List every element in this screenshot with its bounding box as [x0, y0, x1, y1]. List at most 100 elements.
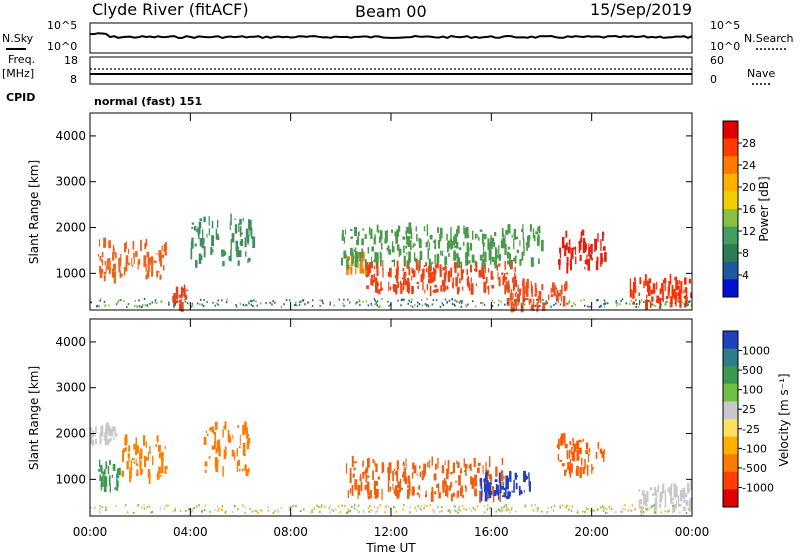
ground-scatter-point: [348, 509, 351, 512]
nsearch-tick-bottom: 10^0: [710, 40, 740, 53]
scatter-streak: [367, 495, 371, 500]
ground-scatter-point: [630, 299, 632, 302]
scatter-streak: [483, 233, 487, 240]
scatter-streak: [407, 277, 410, 285]
scatter-streak: [396, 460, 399, 471]
ground-scatter-point: [660, 298, 662, 301]
scatter-streak: [90, 427, 92, 432]
scatter-streak: [195, 260, 198, 268]
scatter-streak: [416, 473, 418, 476]
ground-scatter-point: [687, 303, 689, 306]
scatter-streak: [664, 497, 667, 507]
scatter-streak: [159, 274, 162, 280]
ground-scatter-point: [421, 298, 423, 301]
scatter-streak: [423, 265, 426, 267]
ground-scatter-point: [493, 301, 496, 304]
ground-scatter-point: [285, 299, 288, 302]
ground-scatter-point: [126, 511, 129, 514]
scatter-streak: [632, 290, 635, 299]
scatter-streak: [232, 434, 234, 440]
ground-scatter-point: [174, 509, 176, 512]
scatter-streak: [391, 246, 395, 253]
scatter-streak: [237, 247, 239, 250]
scatter-streak: [136, 463, 139, 466]
scatter-streak: [673, 483, 677, 494]
scatter-streak: [373, 265, 375, 269]
ground-scatter-point: [458, 301, 461, 304]
scatter-streak: [399, 248, 402, 256]
scatter-streak: [116, 475, 120, 478]
scatter-streak: [236, 246, 239, 258]
scatter-streak: [670, 484, 673, 490]
scatter-streak: [204, 461, 208, 467]
ground-scatter-point: [402, 508, 404, 511]
scatter-streak: [120, 253, 122, 262]
scatter-streak: [399, 280, 401, 285]
ground-scatter-point: [289, 506, 291, 509]
ground-scatter-point: [320, 504, 323, 507]
scatter-streak: [505, 483, 509, 490]
scatter-streak: [677, 495, 680, 508]
ground-scatter-point: [615, 301, 617, 304]
scatter-streak: [205, 430, 207, 433]
ground-scatter-point: [141, 305, 143, 308]
ground-scatter-point: [505, 509, 508, 512]
velocity-colorbar-cells: [723, 331, 738, 508]
scatter-streak: [365, 267, 368, 277]
ground-scatter-point: [536, 298, 538, 301]
scatter-streak: [375, 288, 378, 293]
ground-scatter-point: [346, 511, 348, 514]
scatter-streak: [506, 281, 509, 287]
scatter-streak: [640, 506, 643, 517]
scatter-streak: [398, 248, 400, 257]
ground-scatter-point: [664, 510, 666, 513]
ground-scatter-point: [373, 506, 375, 508]
ground-scatter-point: [257, 511, 259, 514]
scatter-streak: [113, 426, 116, 430]
scatter-streak: [459, 278, 461, 284]
scatter-streak: [426, 224, 429, 236]
scatter-streak: [444, 489, 448, 497]
scatter-streak: [107, 258, 110, 270]
ground-scatter-point: [583, 298, 585, 301]
scatter-streak: [112, 244, 115, 254]
scatter-streak: [244, 237, 247, 248]
ground-scatter-point: [425, 304, 428, 307]
ground-scatter-point: [429, 504, 431, 507]
scatter-streak: [569, 259, 572, 271]
scatter-streak: [203, 246, 206, 258]
scatter-streak: [354, 461, 357, 464]
scatter-streak: [498, 276, 501, 287]
ground-scatter-point: [660, 511, 662, 514]
scatter-streak: [522, 286, 525, 294]
scatter-streak: [500, 240, 503, 249]
scatter-streak: [437, 227, 439, 233]
ground-scatter-point: [137, 505, 139, 508]
scatter-streak: [491, 256, 495, 262]
scatter-streak: [198, 230, 200, 240]
ground-scatter-point: [276, 509, 279, 512]
scatter-streak: [101, 252, 104, 258]
scatter-streak: [469, 242, 473, 251]
scatter-streak: [422, 278, 424, 291]
scatter-streak: [392, 470, 394, 482]
scatter-streak: [431, 261, 433, 264]
ground-scatter-point: [328, 507, 330, 510]
ground-scatter-point: [203, 509, 206, 511]
ground-scatter-point: [607, 302, 609, 305]
scatter-streak: [519, 240, 521, 247]
scatter-streak: [466, 242, 469, 251]
ground-scatter-point: [591, 509, 593, 512]
scatter-streak: [417, 285, 420, 289]
scatter-streak: [633, 282, 636, 291]
scatter-streak: [248, 467, 250, 473]
scatter-streak: [441, 279, 444, 287]
scatter-streak: [234, 224, 238, 234]
scatter-streak: [433, 473, 437, 481]
scatter-streak: [486, 469, 490, 477]
scatter-streak: [215, 458, 219, 465]
scatter-streak: [516, 249, 519, 254]
ground-scatter-point: [242, 504, 244, 507]
ground-scatter-point: [499, 509, 501, 512]
scatter-streak: [416, 492, 419, 495]
